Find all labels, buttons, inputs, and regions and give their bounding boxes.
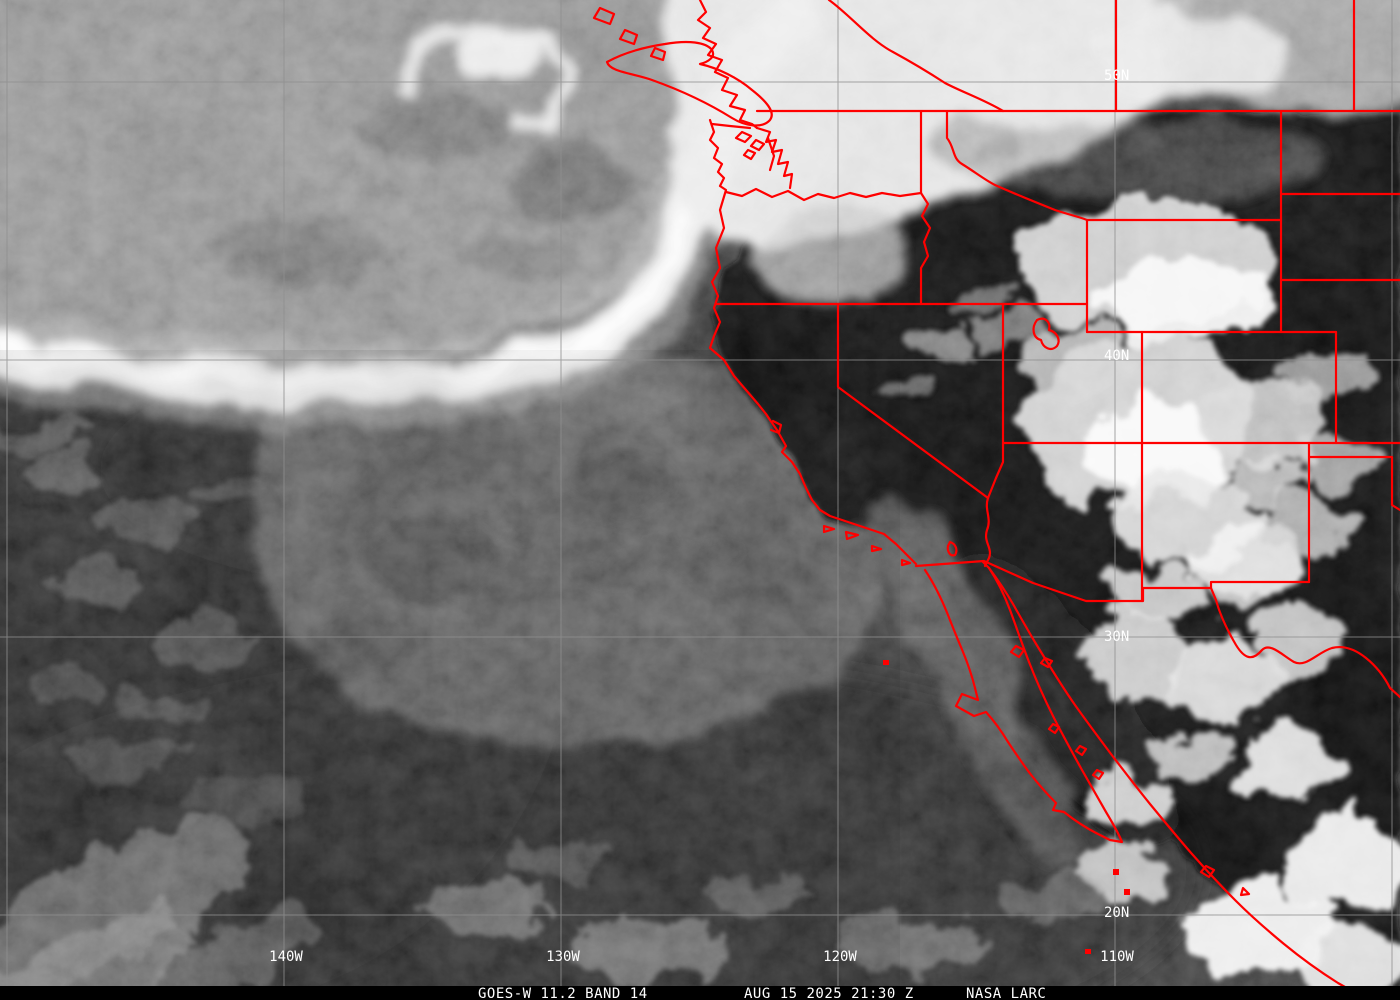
- pacific-coastline: [708, 118, 918, 566]
- ca-nv-border: [836, 302, 990, 500]
- ocean-mottle-texture: [0, 350, 900, 986]
- hood-canal: [766, 136, 776, 172]
- nv-ut-az-border: [986, 302, 1005, 500]
- mexico-coastal-islands: [1199, 864, 1251, 897]
- lat-label-50n: 50N: [1104, 68, 1129, 84]
- or-id-border-snake-river: [919, 191, 932, 306]
- caption-product: GOES-W 11.2 BAND 14: [478, 986, 648, 1000]
- san-juan-islands: [734, 130, 766, 161]
- lon-label-130w: 130W: [546, 949, 580, 965]
- tx-ok-border: [1307, 455, 1400, 512]
- caption-credit: NASA LARC: [966, 986, 1046, 1000]
- id-mt-border-divide: [945, 110, 1089, 222]
- geo-labels: 50N 40N 30N 20N 140W 130W 120W 110W: [269, 68, 1134, 965]
- bc-alberta-border: [827, 0, 1005, 113]
- map-borders-overlay: [592, 0, 1400, 989]
- lon-label-140w: 140W: [269, 949, 303, 965]
- caption-timestamp: AUG 15 2025 21:30 Z: [744, 986, 914, 1000]
- baja-california-coastline: [923, 560, 1124, 844]
- san-francisco-bay: [769, 419, 783, 435]
- colorado-river-border: [983, 496, 991, 568]
- gulf-of-california-islands: [1009, 644, 1105, 781]
- channel-islands: [822, 524, 912, 567]
- lon-label-120w: 120W: [823, 949, 857, 965]
- vancouver-island: [605, 40, 773, 127]
- bc-islands: [592, 6, 667, 62]
- strait-juan-de-fuca: [710, 122, 752, 130]
- salton-sea: [946, 540, 958, 557]
- us-mexico-border-rio-grande: [914, 559, 1400, 699]
- lon-label-110w: 110W: [1100, 949, 1134, 965]
- bc-coastline: [696, 0, 759, 130]
- lat-label-30n: 30N: [1104, 629, 1129, 645]
- wa-or-border-columbia-river: [724, 187, 923, 202]
- great-salt-lake: [1032, 317, 1060, 350]
- small-map-marks: [883, 660, 1130, 954]
- caption-background: [0, 986, 1400, 1000]
- caption-bar: GOES-W 11.2 BAND 14 AUG 15 2025 21:30 Z …: [0, 986, 1400, 1000]
- nm-tx-border-32n: [1209, 580, 1311, 590]
- lat-label-20n: 20N: [1104, 905, 1129, 921]
- mexico-mainland-coastline: [987, 566, 1347, 989]
- lat-label-40n: 40N: [1104, 348, 1129, 364]
